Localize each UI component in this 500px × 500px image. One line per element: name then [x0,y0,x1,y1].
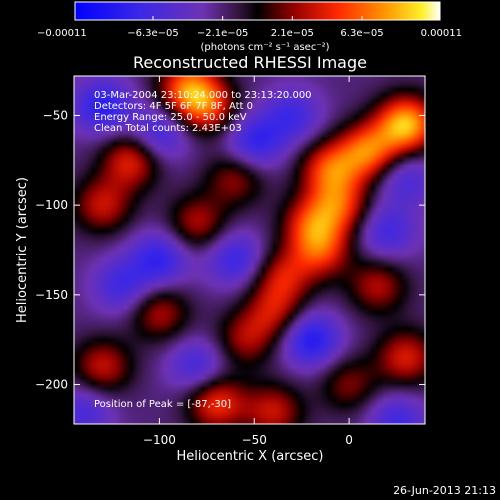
colorbar-tick-label: 6.3e−05 [340,28,383,39]
colorbar-ticks: −0.00011 −6.3e−05 −2.1e−05 2.1e−05 6.3e−05 0.… [37,16,462,39]
colorbar [74,1,441,21]
x-tick-label: −100 [143,433,176,447]
x-axis-label: Heliocentric X (arcsec) [177,449,324,464]
heatmap-area [74,76,425,424]
colorbar-unit-label: (photons cm⁻² s⁻¹ asec⁻²) [200,42,329,53]
plot-frame [73,75,426,425]
colorbar-tick-label: −6.3e−05 [127,28,179,39]
info-line-counts: Clean Total counts: 2.43E+03 [94,123,242,134]
y-tick-label: −100 [35,198,68,212]
colorbar-tick-label: 2.1e−05 [271,28,314,39]
y-axis-label: Heliocentric Y (arcsec) [15,177,30,323]
y-tick-label: −200 [35,378,68,392]
footer-timestamp: 26-Jun-2013 21:13 [393,484,496,497]
info-line-energy: Energy Range: 25.0 - 50.0 keV [94,112,247,123]
info-line-time: 03-Mar-2004 23:10:24.000 to 23:13:20.000 [94,90,312,101]
info-line-detectors: Detectors: 4F 5F 6F 7F 8F, Att 0 [94,101,253,112]
colorbar-tick-label: −2.1e−05 [197,28,249,39]
x-tick-label: 0 [345,433,353,447]
info-text: 03-Mar-2004 23:10:24.000 to 23:13:20.000… [94,90,312,134]
chart-title: Reconstructed RHESSI Image [133,53,367,72]
y-tick-label: −150 [35,288,68,302]
axis-ticks: −100 −50 0 −50 −100 −150 −200 [35,76,425,447]
y-tick-label: −50 [43,108,68,122]
colorbar-tick-label: 0.00011 [421,28,462,39]
colorbar-tick-label: −0.00011 [37,28,87,39]
peak-annotation: Position of Peak = [-87,-30] [94,399,231,410]
x-tick-label: −50 [242,433,267,447]
heatmap-image [74,76,425,424]
